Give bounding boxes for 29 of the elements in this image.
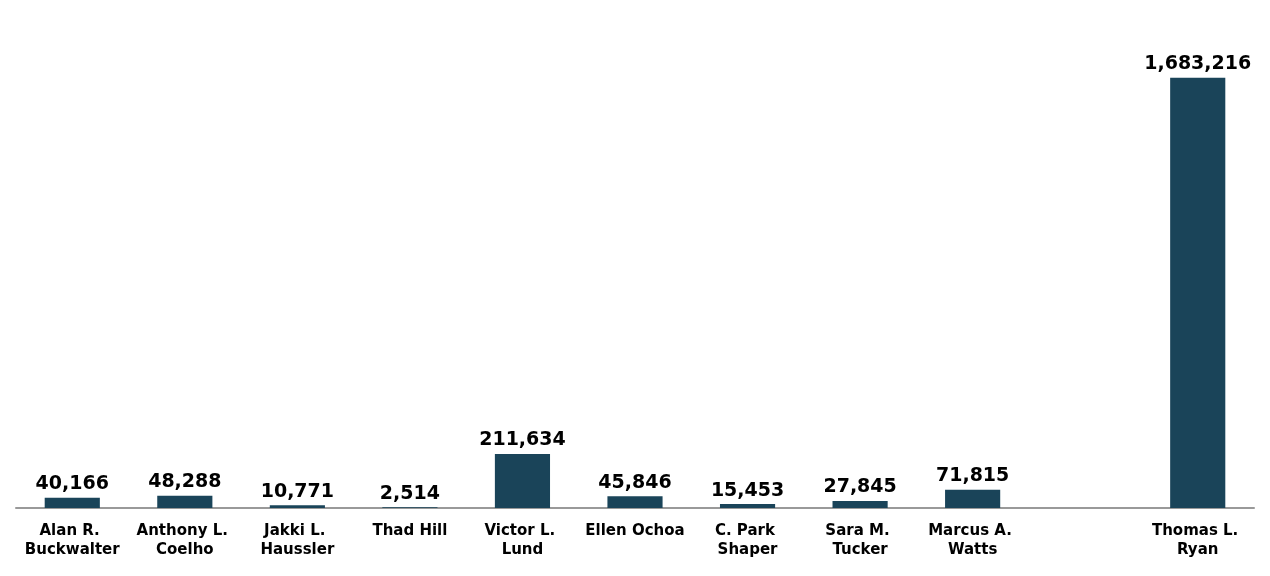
- bar: [945, 489, 1001, 508]
- data-label: 15,453: [710, 477, 785, 500]
- bar: [494, 453, 551, 508]
- x-tick-label: Thad Hill: [372, 520, 448, 539]
- x-tick-label: Jakki L. Haussler: [260, 520, 335, 558]
- bar: [44, 497, 100, 508]
- bar: [607, 496, 663, 508]
- x-tick-label: Ellen Ochoa: [585, 520, 685, 539]
- data-label: 27,845: [823, 474, 897, 497]
- data-label: 211,634: [479, 427, 566, 450]
- bar: [1170, 77, 1226, 508]
- x-tick-label: Marcus A. Watts: [928, 520, 1018, 558]
- data-label: 45,846: [598, 469, 672, 492]
- x-tick-label: Anthony L. Coelho: [136, 520, 234, 558]
- bar: [269, 505, 325, 508]
- bar: [157, 495, 213, 508]
- x-tick-label: Alan R. Buckwalter: [24, 520, 121, 558]
- x-tick-label: C. Park Shaper: [714, 520, 781, 558]
- bar: [832, 500, 888, 508]
- data-label: 2,514: [379, 480, 440, 503]
- data-label: 1,683,216: [1144, 51, 1252, 74]
- x-tick-label: Sara M. Tucker: [825, 520, 895, 558]
- data-label: 10,771: [260, 478, 335, 501]
- bar: [719, 504, 776, 508]
- x-tick-label: Victor L. Lund: [484, 520, 561, 558]
- x-tick-label: Thomas L. Ryan: [1151, 520, 1244, 558]
- data-label: 48,288: [148, 469, 222, 492]
- data-label: 71,815: [935, 463, 1010, 486]
- data-label: 40,166: [35, 471, 109, 494]
